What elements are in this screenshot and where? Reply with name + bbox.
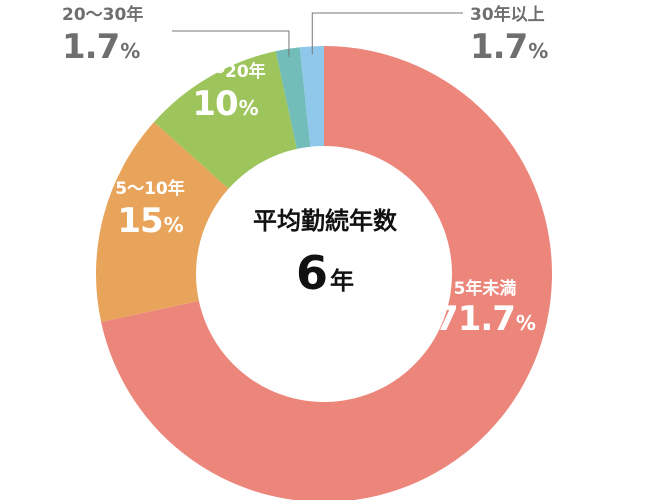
slice-label-under-5: 5年未満 71.7% — [425, 279, 545, 339]
slice-value: 10% — [192, 84, 258, 124]
slice-label-30-plus: 30年以上 1.7% — [470, 5, 580, 67]
slice-20-30 — [275, 47, 311, 149]
slice-value: 71.7% — [435, 299, 536, 339]
slice-10-20 — [154, 51, 297, 189]
slice-label-20-30: 20～30年 1.7% — [62, 5, 172, 67]
slice-value: 1.7% — [62, 27, 140, 67]
center-value-unit: 年 — [330, 267, 354, 295]
leader-line-30-plus — [311, 12, 463, 55]
slice-label-5-10: 5～10年 15% — [95, 179, 205, 241]
slice-under-5 — [101, 46, 552, 500]
leader-line-20-30 — [172, 30, 290, 57]
center-value-number: 6 — [295, 246, 328, 300]
slice-label-10-20: 10～20年 10% — [165, 62, 285, 124]
center-title: 平均勤続年数 — [253, 207, 397, 235]
slice-category: 20～30年 — [62, 5, 144, 25]
slice-category: 5～10年 — [115, 179, 185, 199]
slice-value: 15% — [117, 201, 183, 241]
slice-30-plus — [299, 46, 324, 147]
slice-category: 5年未満 — [453, 279, 517, 299]
slice-category: 30年以上 — [470, 5, 545, 25]
slice-category: 10～20年 — [184, 62, 266, 82]
slice-5-10 — [96, 122, 229, 322]
center-value: 6年 — [230, 250, 420, 296]
slice-value: 1.7% — [470, 27, 548, 67]
